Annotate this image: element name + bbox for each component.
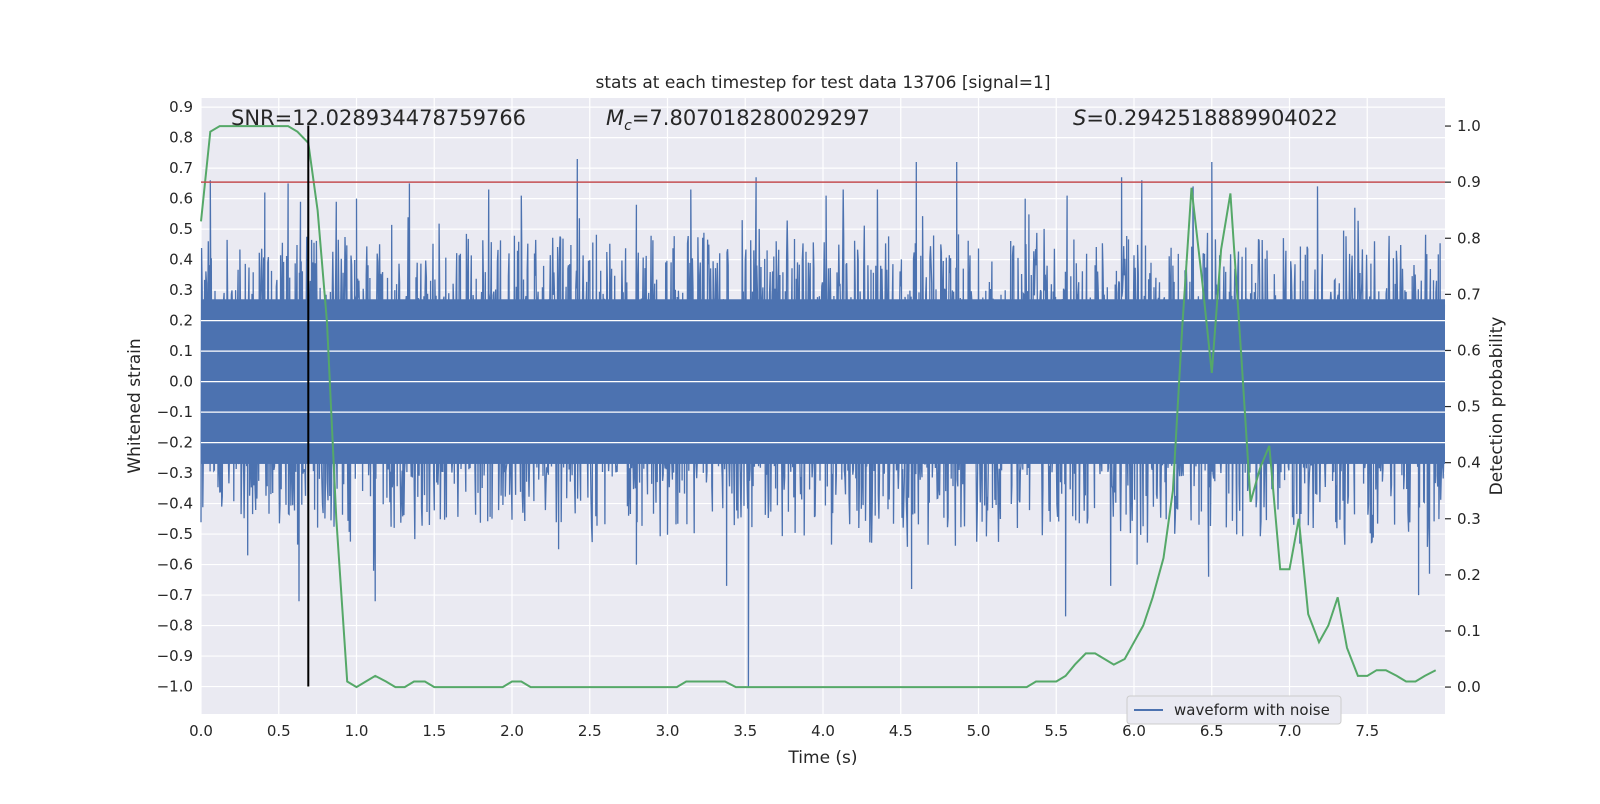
chart-title: stats at each timestep for test data 137… <box>596 73 1051 93</box>
x-tick-label: 7.5 <box>1355 722 1379 740</box>
y-left-tick-label: 0.5 <box>169 220 193 238</box>
snr-annotation: SNR=12.028934478759766 <box>231 106 526 130</box>
chirp-mass-subscript: c <box>624 118 632 134</box>
y-left-tick-label: 0.2 <box>169 312 193 330</box>
legend-label-waveform: waveform with noise <box>1174 701 1330 719</box>
x-tick-label: 7.0 <box>1278 722 1302 740</box>
x-axis-ticks: 0.0 0.5 1.0 1.5 2.0 2.5 3.0 3.5 4.0 4.5 5.0 5.5 6.0 6… <box>189 722 1379 740</box>
y-left-tick-label: 0.0 <box>169 373 193 391</box>
s-symbol: S <box>1073 106 1086 130</box>
s-annotation: S=0.2942518889904022 <box>1073 106 1338 130</box>
y-right-tick-label: 0.2 <box>1457 566 1481 584</box>
y-left-tick-label: 0.8 <box>169 129 193 147</box>
y-left-tick-label: 0.1 <box>169 342 193 360</box>
x-tick-label: 4.0 <box>811 722 835 740</box>
chirp-mass-value: =7.807018280029297 <box>632 106 870 130</box>
y-left-tick-label: −0.2 <box>157 434 193 452</box>
x-tick-label: 2.5 <box>578 722 602 740</box>
x-tick-label: 3.0 <box>656 722 680 740</box>
y-axis-right-label: Detection probability <box>1487 317 1507 496</box>
reference-lines <box>201 125 1445 687</box>
x-tick-label: 6.0 <box>1122 722 1146 740</box>
y-left-tick-label: −0.6 <box>157 556 193 574</box>
chirp-mass-annotation: Mc=7.807018280029297 <box>606 106 870 134</box>
chirp-mass-symbol: M <box>606 106 624 130</box>
x-tick-label: 0.5 <box>267 722 291 740</box>
x-tick-label: 6.5 <box>1200 722 1224 740</box>
x-axis-label: Time (s) <box>787 748 857 768</box>
x-tick-label: 2.0 <box>500 722 524 740</box>
y-right-tick-label: 1.0 <box>1457 117 1481 135</box>
x-tick-label: 1.5 <box>422 722 446 740</box>
x-tick-label: 4.5 <box>889 722 913 740</box>
y-left-tick-label: −0.1 <box>157 403 193 421</box>
y-left-tick-label: 0.7 <box>169 159 193 177</box>
y-left-tick-label: −0.5 <box>157 525 193 543</box>
s-value: =0.2942518889904022 <box>1086 106 1337 130</box>
y-left-tick-label: 0.3 <box>169 281 193 299</box>
x-tick-label: 5.5 <box>1044 722 1068 740</box>
waveform-series <box>200 125 1446 687</box>
y-left-tick-label: −0.7 <box>157 586 193 604</box>
y-right-tick-label: 0.3 <box>1457 510 1481 528</box>
x-tick-label: 0.0 <box>189 722 213 740</box>
y-right-tick-label: 0.4 <box>1457 454 1481 472</box>
y-axis-left-label: Whitened strain <box>125 338 145 473</box>
y-left-tick-label: −0.3 <box>157 464 193 482</box>
x-tick-label: 5.0 <box>967 722 991 740</box>
y-right-tick-label: 0.8 <box>1457 229 1481 247</box>
y-left-tick-label: 0.6 <box>169 190 193 208</box>
y-left-tick-label: 0.4 <box>169 251 193 269</box>
x-tick-label: 1.0 <box>345 722 369 740</box>
y-left-tick-label: −0.9 <box>157 647 193 665</box>
y-right-tick-label: 0.1 <box>1457 622 1481 640</box>
x-tick-label: 3.5 <box>733 722 757 740</box>
y-right-tick-label: 0.6 <box>1457 341 1481 359</box>
y-right-tick-label: 0.0 <box>1457 678 1481 696</box>
y-right-tick-label: 0.9 <box>1457 173 1481 191</box>
y-axis-left-ticks: 0.9 0.8 0.7 0.6 0.5 0.4 0.3 0.2 0.1 0.0 −0.1 −0.2 −0… <box>157 98 193 695</box>
y-left-tick-label: −1.0 <box>157 678 193 696</box>
legend-box <box>1126 695 1342 725</box>
y-right-tick-label: 0.5 <box>1457 398 1481 416</box>
y-left-tick-label: −0.8 <box>157 617 193 635</box>
y-left-tick-label: −0.4 <box>157 495 193 513</box>
legend: waveform with noise <box>1126 695 1342 725</box>
y-left-tick-label: 0.9 <box>169 98 193 116</box>
y-right-tick-label: 0.7 <box>1457 285 1481 303</box>
y-axis-right-ticks: 1.0 0.9 0.8 0.7 0.6 0.5 0.4 0.3 0.2 0.1 0.0 <box>1445 117 1481 696</box>
detection-probability-line <box>200 125 1437 689</box>
detection-probability-series <box>200 125 1437 689</box>
